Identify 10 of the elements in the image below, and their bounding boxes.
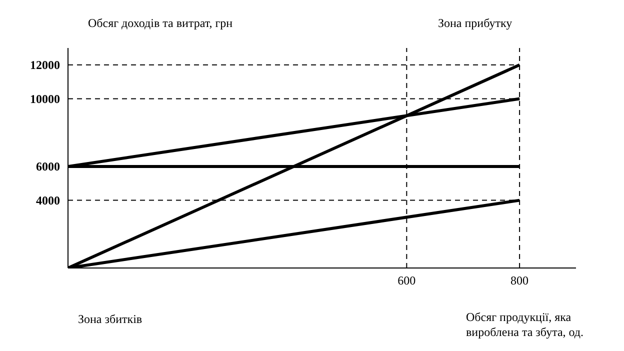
- y-tick-label: 4000: [36, 194, 60, 208]
- y-tick-label: 12000: [30, 58, 60, 72]
- y-tick-label: 6000: [36, 160, 60, 174]
- x-axis-title: Обсяг продукції, яка вироблена та збута, од.: [466, 310, 585, 340]
- y-tick-label: 10000: [30, 92, 60, 106]
- text: Зона збитків: [78, 312, 142, 327]
- text: Зона прибутку: [438, 16, 512, 31]
- x-tick-label: 800: [510, 274, 529, 288]
- y-axis-title: Обсяг доходів та витрат, грн: [88, 16, 233, 31]
- x-tick-label: 600: [398, 274, 416, 288]
